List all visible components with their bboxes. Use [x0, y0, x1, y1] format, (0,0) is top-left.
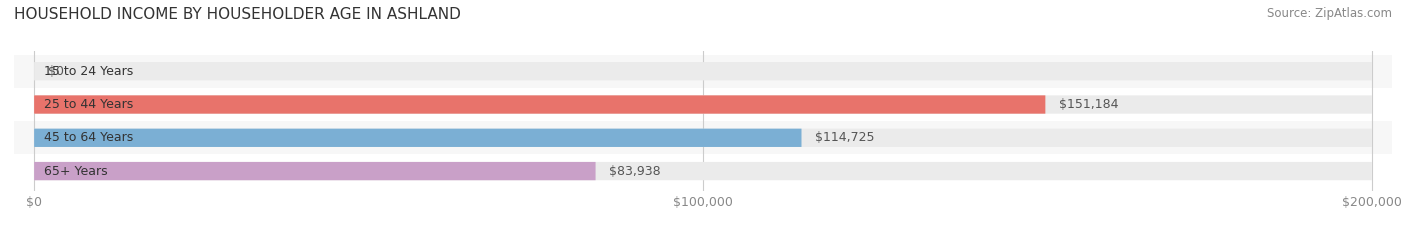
- Text: $151,184: $151,184: [1059, 98, 1118, 111]
- Text: 25 to 44 Years: 25 to 44 Years: [44, 98, 134, 111]
- Text: $0: $0: [48, 65, 63, 78]
- Bar: [14, 55, 1392, 88]
- FancyBboxPatch shape: [34, 129, 1372, 147]
- Text: 65+ Years: 65+ Years: [44, 164, 108, 178]
- Bar: [14, 154, 1392, 188]
- FancyBboxPatch shape: [34, 162, 1372, 180]
- FancyBboxPatch shape: [34, 95, 1045, 114]
- FancyBboxPatch shape: [34, 162, 596, 180]
- Text: $83,938: $83,938: [609, 164, 661, 178]
- FancyBboxPatch shape: [34, 62, 1372, 80]
- Bar: [14, 88, 1392, 121]
- Text: HOUSEHOLD INCOME BY HOUSEHOLDER AGE IN ASHLAND: HOUSEHOLD INCOME BY HOUSEHOLDER AGE IN A…: [14, 7, 461, 22]
- Text: Source: ZipAtlas.com: Source: ZipAtlas.com: [1267, 7, 1392, 20]
- Text: 45 to 64 Years: 45 to 64 Years: [44, 131, 134, 144]
- Text: 15 to 24 Years: 15 to 24 Years: [44, 65, 134, 78]
- FancyBboxPatch shape: [34, 129, 801, 147]
- Text: $114,725: $114,725: [815, 131, 875, 144]
- FancyBboxPatch shape: [34, 95, 1372, 114]
- Bar: [14, 121, 1392, 154]
